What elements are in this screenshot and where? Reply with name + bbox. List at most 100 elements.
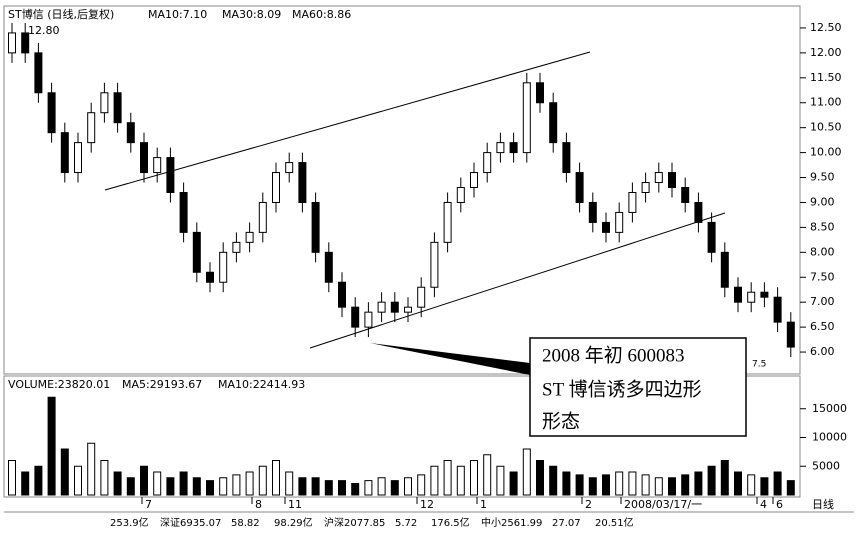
x-tick-label: 11 (288, 498, 302, 511)
x-tick-label: 12 (420, 498, 434, 511)
candle-body (192, 231, 201, 273)
volume-panel (3, 375, 801, 498)
status-item: 176.5亿 (431, 516, 470, 529)
candle-body (338, 281, 346, 308)
volume-bar (430, 465, 439, 496)
candle-body (615, 211, 624, 233)
candle-body (575, 172, 584, 203)
candle-body (311, 201, 320, 253)
candle-body (74, 142, 82, 174)
volume-ma-label: MA10:22414.93 (218, 378, 305, 391)
volume-bar (126, 477, 135, 496)
y-tick-label: 7.00 (810, 295, 835, 308)
candle-body (417, 286, 426, 308)
volume-bar (285, 471, 294, 496)
candle-body (443, 201, 452, 243)
status-item: 5.72 (395, 518, 417, 529)
status-item: 深证6935.07 (160, 517, 221, 529)
x-tick-label: 2 (585, 498, 592, 511)
volume-bar (707, 465, 716, 496)
candle-body (272, 172, 280, 203)
candle-body (786, 321, 795, 348)
candle-body (522, 82, 531, 154)
volume-bar (786, 480, 795, 496)
volume-bar (324, 480, 333, 496)
volume-bar (140, 465, 148, 496)
volume-bar (615, 471, 624, 496)
annotation-box (529, 337, 747, 437)
y-tick-label: 11.00 (810, 96, 842, 109)
status-item: 27.07 (552, 518, 581, 529)
x-tick-label: 1 (480, 498, 487, 511)
x-tick-label: 6 (776, 498, 783, 511)
volume-bar (34, 465, 43, 496)
candle-body (140, 142, 148, 174)
candle-body (707, 221, 716, 253)
volume-bar (206, 480, 214, 496)
candle-body (602, 221, 610, 233)
candle-body (773, 296, 782, 323)
candle-body (456, 187, 465, 203)
volume-bar (87, 442, 96, 496)
volume-bar (338, 480, 346, 496)
callout-pointer (370, 343, 530, 375)
y-tick-label: 8.00 (810, 245, 835, 258)
candle-body (179, 191, 188, 233)
volume-bar (74, 465, 82, 496)
y-tick-label: 11.50 (810, 71, 842, 84)
volume-bar (364, 480, 373, 496)
volume-bar (245, 471, 254, 496)
y-tick-label: 8.50 (810, 220, 835, 233)
status-item: 20.51亿 (595, 516, 634, 529)
volume-bar (522, 448, 531, 496)
candle-body (166, 157, 175, 193)
candle-body (47, 92, 56, 134)
volume-bar (21, 471, 30, 496)
candle-body (351, 306, 360, 328)
volume-bar (390, 480, 399, 496)
candle-body (483, 152, 492, 174)
annotation-line: ST 博信诱多四边形 (542, 378, 702, 400)
volume-bar (694, 471, 703, 496)
y-tick-label: 10.00 (810, 146, 842, 159)
candle-body (113, 92, 122, 124)
volume-bar (549, 465, 558, 496)
volume-bar (760, 477, 769, 496)
candle-body (549, 102, 558, 144)
volume-bar (47, 396, 56, 496)
volume-bar (747, 474, 756, 496)
status-item: 中小2561.99 (481, 516, 542, 529)
candle-body (747, 291, 756, 303)
volume-bar (734, 471, 742, 496)
candle-body (232, 241, 241, 253)
volume-bar (377, 477, 386, 496)
candle-body (641, 182, 650, 193)
volume-bar (311, 477, 320, 496)
volume-ma-label: MA5:29193.67 (122, 378, 202, 391)
status-item: 98.29亿 (274, 516, 313, 529)
volume-bar (628, 471, 637, 496)
candle-body (470, 172, 478, 189)
candle-body (87, 112, 96, 144)
candle-body (153, 157, 162, 174)
x-tick-label: 7 (145, 498, 152, 511)
candle-body (562, 142, 571, 174)
volume-bar (100, 460, 109, 496)
candle-body (536, 82, 544, 104)
candle-body (377, 301, 386, 313)
x-tick-label: 2008/03/17/一 (624, 498, 702, 511)
annotation-line: 2008 年初 600083 (542, 344, 685, 366)
candle-body (668, 172, 676, 189)
candle-body (364, 311, 373, 328)
y-tick-label: 10.50 (810, 121, 842, 134)
x-tick-label: 8 (255, 498, 262, 511)
candle-body (21, 32, 30, 54)
volume-bar (588, 477, 597, 496)
volume-title: VOLUME:23820.01 (8, 378, 110, 391)
volume-bar (536, 460, 544, 496)
annotation-line: 形态 (542, 410, 580, 432)
candle-body (100, 92, 109, 114)
candle-body (509, 142, 518, 154)
